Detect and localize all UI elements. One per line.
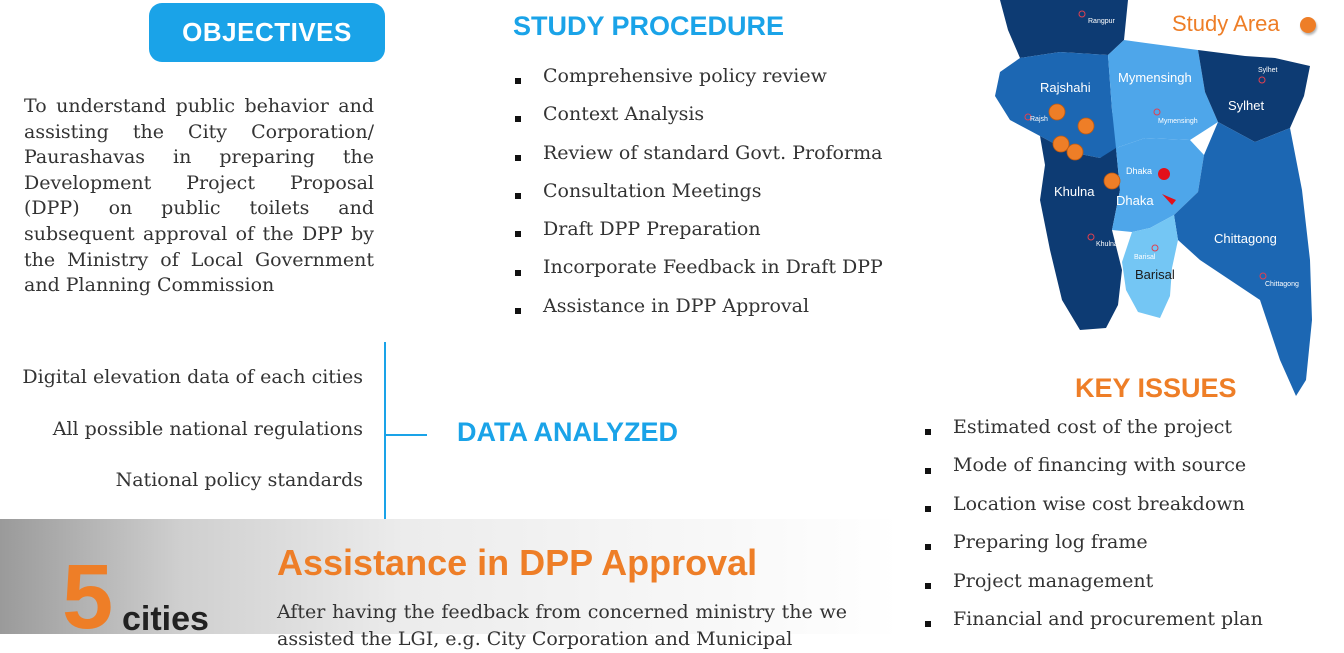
list-item: Estimated cost of the project [924,413,1263,451]
division-sylhet [1198,50,1310,142]
list-item: Context Analysis [514,100,883,138]
label-mymensingh: Mymensingh [1118,70,1192,85]
list-item: Project management [924,567,1263,605]
bangladesh-map: Rajshahi Mymensingh Sylhet Khulna Dhaka … [995,0,1312,396]
list-item: Review of standard Govt. Proforma [514,139,883,177]
label-sylhet: Sylhet [1228,98,1265,113]
study-area-marker [1077,117,1095,135]
data-analyzed-heading: DATA ANALYZED [457,417,678,447]
label-rajshahi: Rajshahi [1040,80,1091,95]
city-label-mymensingh: Mymensingh [1158,118,1198,125]
list-item: Comprehensive policy review [514,62,883,100]
label-barisal: Barisal [1135,267,1175,282]
objectives-heading: OBJECTIVES [149,3,385,62]
objectives-text: To understand public behavior and assist… [24,95,374,297]
city-label-dhaka: Dhaka [1126,166,1152,176]
list-item: Draft DPP Preparation [514,215,883,253]
city-label-rajshahi: Rajsh [1030,116,1048,123]
city-label-barisal: Barisal [1134,254,1156,261]
bracket-connector-line [386,434,427,436]
highlight-band [0,519,900,634]
label-chittagong: Chittagong [1214,231,1277,246]
division-khulna [1040,136,1122,330]
list-item: Preparing log frame [924,528,1263,566]
approval-heading: Assistance in DPP Approval [277,542,758,583]
division-chittagong [1174,122,1312,396]
division-barisal [1122,215,1178,318]
study-area-legend-label: Study Area [1172,11,1280,36]
division-rangpur [1000,0,1128,58]
city-label-sylhet: Sylhet [1258,67,1278,74]
study-procedure-heading: STUDY PROCEDURE [513,11,785,41]
division-dhaka [1112,138,1204,232]
study-area-marker [1052,135,1070,153]
key-issues-heading: KEY ISSUES [1075,373,1237,403]
city-label-chittagong: Chittagong [1265,281,1299,288]
study-area-marker [1103,172,1121,190]
study-procedure-list: Comprehensive policy review Context Anal… [514,62,883,330]
label-dhaka: Dhaka [1116,193,1154,208]
data-analyzed-item: Digital elevation data of each cities [22,366,363,388]
data-analyzed-item: All possible national regulations [52,418,363,440]
label-khulna: Khulna [1054,184,1095,199]
capital-marker [1158,168,1170,180]
list-item: Mode of financing with source [924,451,1263,489]
approval-text: After having the feedback from concerned… [277,601,847,650]
city-label-rangpur: Rangpur [1088,18,1116,25]
bracket-vertical-line [384,342,386,526]
list-item: Location wise cost breakdown [924,490,1263,528]
data-analyzed-item: National policy standards [115,469,363,491]
list-item: Assistance in DPP Approval [514,292,883,330]
city-label-khulna: Khulna [1096,241,1118,248]
cities-count: 5 [62,546,114,648]
cities-label: cities [122,600,209,638]
division-mymensingh [1108,40,1218,148]
list-item: Financial and procurement plan [924,605,1263,643]
study-area-marker [1066,143,1084,161]
list-item: Incorporate Feedback in Draft DPP [514,253,883,291]
key-issues-list: Estimated cost of the project Mode of fi… [924,413,1263,643]
study-area-legend-marker [1300,17,1316,33]
study-area-marker [1048,103,1066,121]
list-item: Consultation Meetings [514,177,883,215]
